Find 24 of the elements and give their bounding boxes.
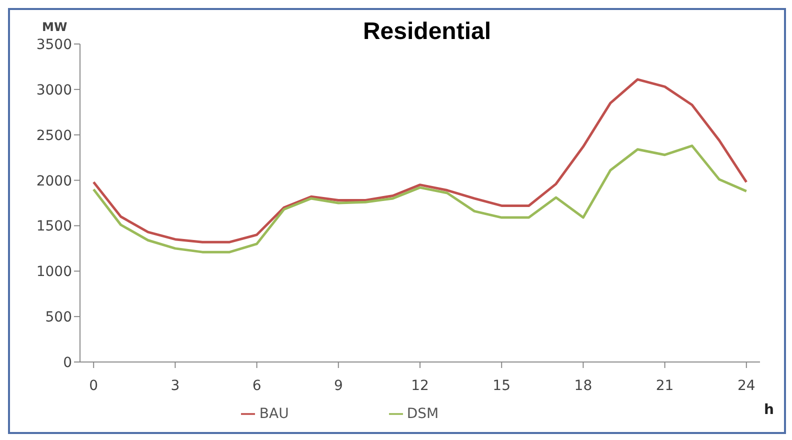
- x-tick-label: 3: [170, 378, 180, 394]
- legend-label: DSM: [406, 406, 439, 422]
- x-tick-label: 12: [411, 378, 429, 394]
- line-series: [92, 144, 748, 254]
- x-tick-label: 18: [574, 378, 592, 394]
- y-tick-label: 3500: [36, 36, 72, 53]
- legend-label: BAU: [259, 406, 289, 422]
- x-tick-label: 15: [492, 378, 511, 394]
- y-tick-label: 1000: [36, 264, 72, 280]
- x-tick-label: 21: [656, 378, 674, 394]
- y-axis-title: MW: [42, 20, 68, 34]
- line-series: [92, 78, 748, 244]
- y-tick-label: 3000: [36, 82, 72, 98]
- x-tick-label: 0: [89, 378, 98, 394]
- y-tick-label: 0: [63, 354, 72, 371]
- x-tick-label: 9: [334, 378, 343, 394]
- y-tick-label: 500: [45, 310, 72, 326]
- chart-title: Residential: [362, 18, 492, 45]
- x-tick-label: 6: [252, 378, 262, 394]
- y-tick-label: 1500: [36, 218, 72, 235]
- x-axis-title: h: [764, 402, 774, 418]
- x-tick-label: 24: [737, 378, 756, 394]
- y-tick-label: 2000: [36, 173, 72, 190]
- y-tick-label: 2500: [36, 128, 72, 144]
